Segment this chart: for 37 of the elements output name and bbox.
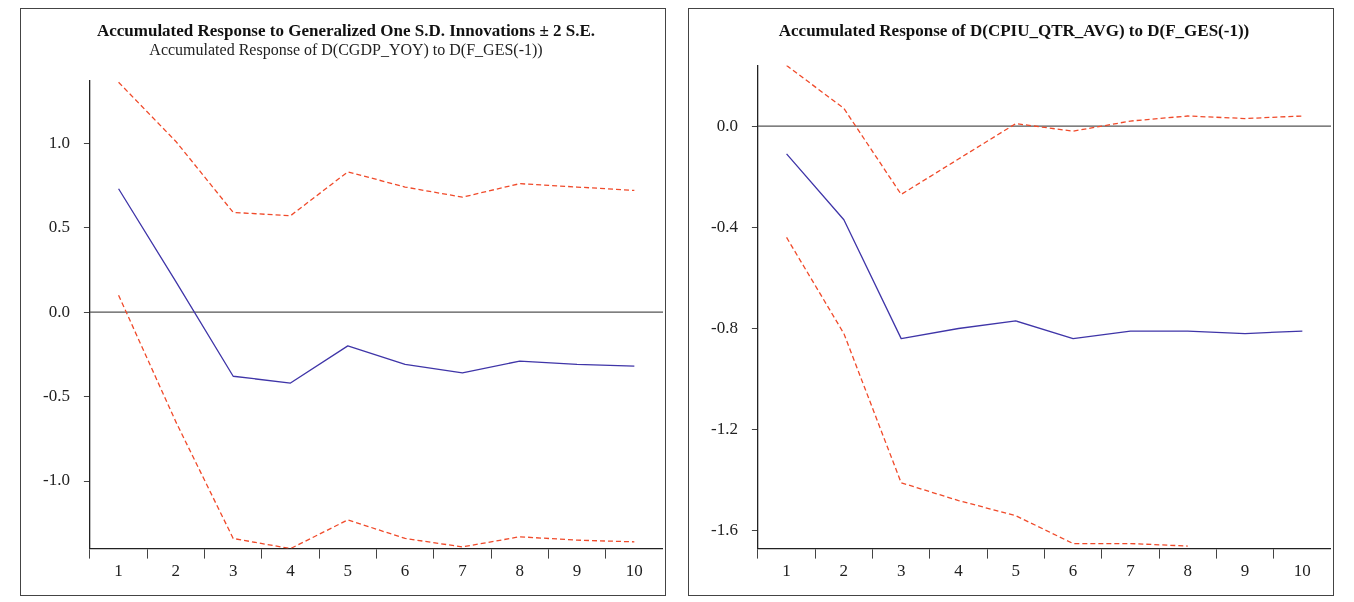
x-tick-label: 6 — [1068, 561, 1078, 581]
x-tick-label: 8 — [1183, 561, 1192, 581]
x-tick-label: 9 — [572, 561, 582, 581]
x-tick-label: 5 — [343, 561, 353, 581]
x-tick-label: 7 — [458, 561, 468, 581]
x-tick-label: 7 — [1126, 561, 1136, 581]
x-tick-label: 5 — [1011, 561, 1021, 581]
y-tick-label: -0.5 — [42, 386, 70, 406]
x-tick-label: 6 — [400, 561, 410, 581]
y-tick-label: -1.0 — [42, 470, 70, 490]
line-series — [117, 294, 635, 549]
y-tick-label: -0.8 — [710, 317, 738, 337]
x-tick-label: 10 — [625, 561, 643, 581]
y-tick-label: 0.0 — [48, 301, 70, 321]
chart-subtitle: Accumulated Response of D(CGDP_YOY) to D(F_GES(-1)) — [149, 41, 543, 60]
y-tick-label: -1.6 — [710, 520, 738, 540]
y-tick-label: -0.4 — [710, 216, 739, 236]
line-series — [117, 81, 635, 217]
chart-title: Accumulated Response of D(CPIU_QTR_AVG) to D(F_GES(-1)) — [778, 20, 1250, 40]
chart-title: Accumulated Response to Generalized One S.D. Innovations ± 2 S.E. — [96, 20, 596, 40]
x-tick-label: 8 — [515, 561, 524, 581]
x-tick-label: 4 — [286, 561, 296, 581]
y-tick-label: -1.2 — [710, 419, 738, 439]
x-tick-label: 2 — [171, 561, 181, 581]
x-tick-label: 9 — [1240, 561, 1250, 581]
x-tick-label: 2 — [839, 561, 849, 581]
y-tick-label: 0.0 — [716, 115, 738, 135]
line-series — [785, 65, 1303, 196]
y-tick-label: 0.5 — [48, 217, 70, 237]
x-tick-label: 10 — [1293, 561, 1311, 581]
x-tick-label: 3 — [228, 561, 238, 581]
x-tick-label: 4 — [954, 561, 964, 581]
x-tick-label: 1 — [782, 561, 791, 581]
x-tick-label: 1 — [114, 561, 123, 581]
x-tick-label: 3 — [896, 561, 906, 581]
line-series — [785, 236, 1189, 547]
y-tick-label: 1.0 — [48, 132, 70, 152]
